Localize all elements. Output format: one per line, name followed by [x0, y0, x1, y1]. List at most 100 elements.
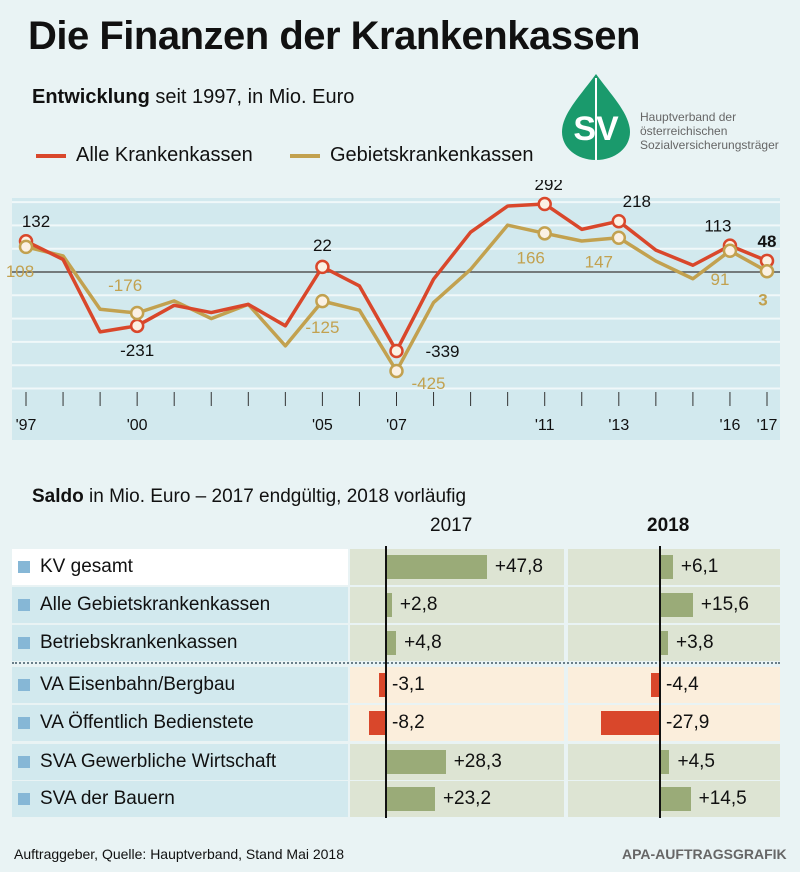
data-label: -425 — [411, 374, 445, 393]
data-label: 147 — [585, 253, 613, 272]
value-cell: -4,4 — [568, 667, 780, 703]
legend-swatch — [290, 153, 320, 158]
table-row: Betriebskrankenkassen +4,8 +3,8 — [12, 625, 780, 661]
legend-item-alle: Alle Krankenkassen — [36, 144, 253, 167]
divider — [12, 662, 780, 664]
logo-line: Hauptverband der — [640, 110, 737, 124]
data-point — [389, 363, 404, 379]
negative-bar — [601, 711, 660, 735]
data-label: 218 — [623, 192, 651, 211]
row-label: Alle Gebietskrankenkassen — [12, 587, 348, 623]
row-label: KV gesamt — [12, 549, 348, 585]
data-point — [759, 264, 775, 279]
credit: APA-AUFTRAGSGRAFIK — [622, 846, 787, 862]
row-label: SVA Gewerbliche Wirtschaft — [12, 744, 348, 780]
data-label: -339 — [425, 342, 459, 361]
row-label: VA Öffentlich Bedienstete — [12, 705, 348, 741]
positive-bar — [386, 750, 446, 774]
svg-text:SV: SV — [573, 110, 619, 148]
data-point — [389, 343, 404, 359]
x-tick-label: '11 — [535, 417, 555, 434]
positive-bar — [660, 631, 669, 655]
table-row: KV gesamt +47,8 +6,1 — [12, 549, 780, 585]
value-label: +4,5 — [677, 751, 715, 772]
positive-bar — [660, 593, 693, 617]
row-label-text: SVA der Bauern — [40, 788, 175, 809]
value-label: +3,8 — [676, 632, 714, 653]
value-label: +14,5 — [698, 788, 747, 809]
data-label: 3 — [758, 290, 767, 309]
bullet-icon — [18, 561, 30, 573]
x-tick-label: '13 — [608, 417, 629, 434]
x-tick-label: '16 — [720, 417, 741, 434]
row-label-text: KV gesamt — [40, 556, 133, 577]
negative-bar — [650, 673, 660, 697]
positive-bar — [660, 787, 691, 811]
data-point — [315, 293, 330, 309]
row-label-text: VA Öffentlich Bedienstete — [40, 712, 254, 733]
data-point — [537, 196, 552, 212]
data-point — [611, 230, 627, 245]
positive-bar — [386, 787, 435, 811]
saldo-bold: Saldo — [32, 486, 84, 507]
data-label: -231 — [120, 341, 154, 360]
data-point — [129, 305, 145, 321]
bullet-icon — [18, 599, 30, 611]
data-label: 22 — [313, 236, 332, 255]
x-tick-label: '00 — [127, 417, 148, 434]
x-tick-label: '97 — [16, 417, 37, 434]
chart-subtitle: Entwicklung seit 1997, in Mio. Euro — [32, 86, 354, 109]
value-cell: +14,5 — [568, 781, 780, 817]
row-label-text: VA Eisenbahn/Bergbau — [40, 674, 236, 695]
x-tick-label: '07 — [386, 417, 407, 434]
page-title: Die Finanzen der Krankenkassen — [28, 14, 640, 58]
axis-2017 — [385, 546, 387, 818]
positive-bar — [386, 631, 397, 655]
row-label: SVA der Bauern — [12, 781, 348, 817]
data-point — [537, 226, 552, 241]
legend-label: Alle Krankenkassen — [76, 144, 253, 166]
value-cell: +15,6 — [568, 587, 780, 623]
data-label: 108 — [6, 262, 34, 281]
subtitle-rest: seit 1997, in Mio. Euro — [149, 86, 355, 108]
row-label: Betriebskrankenkassen — [12, 625, 348, 661]
data-point — [18, 239, 34, 255]
value-cell: +28,3 — [350, 744, 564, 780]
data-point — [611, 213, 627, 229]
value-label: +2,8 — [399, 594, 438, 615]
table-row: Alle Gebietskrankenkassen +2,8 +15,6 — [12, 587, 780, 623]
table-row: VA Öffentlich Bedienstete -8,2 -27,9 — [12, 705, 780, 741]
bullet-icon — [18, 637, 30, 649]
table-row: SVA der Bauern +23,2 +14,5 — [12, 781, 780, 817]
data-label: 48 — [758, 232, 777, 251]
value-cell: -27,9 — [568, 705, 780, 741]
axis-2018 — [659, 546, 661, 818]
x-tick-label: '17 — [757, 417, 778, 434]
value-label: +47,8 — [494, 556, 543, 577]
value-label: +6,1 — [680, 556, 719, 577]
bullet-icon — [18, 756, 30, 768]
row-label-text: Alle Gebietskrankenkassen — [40, 594, 271, 615]
source-note: Auftraggeber, Quelle: Hauptverband, Stan… — [14, 846, 344, 862]
legend-label: Gebietskrankenkassen — [330, 144, 534, 166]
data-label: -125 — [305, 318, 339, 337]
value-label: +23,2 — [442, 788, 492, 809]
data-point — [315, 259, 330, 275]
legend-item-gebiet: Gebietskrankenkassen — [290, 144, 533, 167]
subtitle-bold: Entwicklung — [32, 86, 150, 108]
value-label: -4,4 — [666, 674, 699, 695]
logo-line: österreichischen — [640, 124, 728, 138]
value-cell: -3,1 — [350, 667, 564, 703]
data-label: -176 — [108, 276, 142, 295]
value-label: -8,2 — [392, 712, 425, 733]
bullet-icon — [18, 717, 30, 729]
column-header-2017: 2017 — [430, 515, 473, 536]
saldo-rest: in Mio. Euro – 2017 endgültig, 2018 vorl… — [83, 486, 467, 507]
positive-bar — [386, 593, 392, 617]
data-point — [722, 243, 738, 259]
positive-bar — [660, 750, 670, 774]
value-cell: -8,2 — [350, 705, 564, 741]
value-label: +15,6 — [700, 594, 749, 615]
table-row: VA Eisenbahn/Bergbau -3,1 -4,4 — [12, 667, 780, 703]
